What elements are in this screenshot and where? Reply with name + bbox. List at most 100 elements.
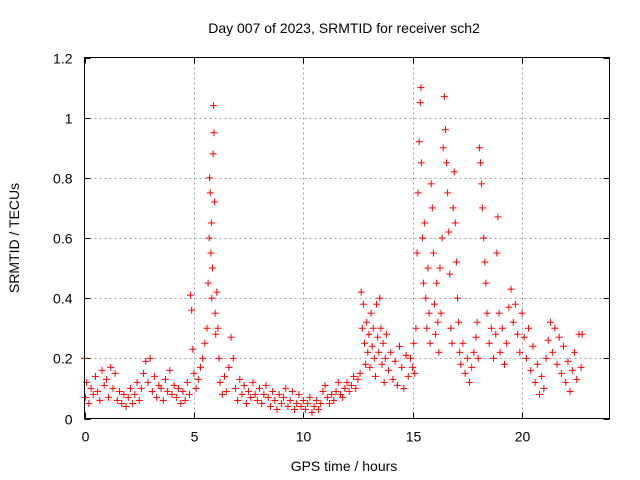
data-point	[424, 264, 432, 272]
data-point	[449, 204, 457, 212]
data-point	[277, 399, 285, 407]
data-point	[427, 180, 435, 188]
data-point	[493, 249, 501, 257]
data-point	[264, 393, 272, 401]
grid-layer	[84, 57, 610, 419]
data-point	[472, 333, 480, 341]
data-point	[273, 405, 281, 413]
data-point	[490, 354, 498, 362]
data-point	[498, 324, 506, 332]
data-point	[256, 384, 263, 392]
data-point	[299, 396, 307, 404]
data-point	[221, 372, 228, 380]
data-point	[207, 249, 215, 257]
data-point	[179, 387, 187, 395]
data-point	[177, 399, 185, 407]
data-point	[468, 363, 476, 371]
data-point	[297, 402, 305, 410]
data-point	[568, 366, 576, 374]
data-point	[364, 348, 372, 356]
data-point	[410, 339, 418, 347]
data-point	[421, 219, 429, 227]
data-point	[398, 363, 406, 371]
data-point	[164, 387, 172, 395]
data-point	[215, 354, 223, 362]
data-point	[452, 258, 460, 266]
data-point	[308, 408, 316, 416]
data-point	[328, 390, 336, 398]
data-point	[444, 189, 452, 197]
data-point	[231, 384, 239, 392]
data-point	[206, 174, 214, 182]
data-point	[474, 354, 482, 362]
data-point	[455, 318, 463, 326]
data-point	[418, 234, 426, 242]
data-point	[362, 360, 370, 368]
data-point	[118, 399, 126, 407]
data-point	[116, 387, 123, 395]
data-point	[190, 369, 198, 377]
data-point	[207, 219, 215, 227]
data-point	[371, 372, 379, 380]
data-point	[341, 384, 349, 392]
y-tick-label: 0	[65, 412, 73, 428]
x-tick-label: 15	[406, 429, 422, 445]
data-point	[391, 357, 399, 365]
data-point	[423, 324, 431, 332]
data-point	[94, 387, 102, 395]
data-point	[495, 309, 503, 317]
data-point	[533, 360, 541, 368]
data-point	[478, 180, 486, 188]
data-point	[275, 390, 283, 398]
data-point	[105, 393, 113, 401]
data-point	[208, 264, 216, 272]
data-point	[347, 381, 355, 389]
data-point	[350, 372, 358, 380]
data-point	[516, 348, 524, 356]
data-point	[505, 303, 513, 311]
data-point	[168, 390, 176, 398]
data-point	[457, 360, 465, 368]
data-point	[479, 204, 487, 212]
data-point	[546, 318, 554, 326]
data-point	[420, 279, 428, 287]
data-point	[494, 213, 502, 221]
data-point	[433, 279, 441, 287]
data-point	[396, 342, 403, 350]
data-point	[111, 369, 119, 377]
data-point	[404, 372, 412, 380]
data-point	[412, 324, 420, 332]
data-point	[206, 189, 214, 197]
data-point	[354, 375, 362, 383]
data-point	[284, 402, 292, 410]
data-point	[370, 354, 378, 362]
data-point	[286, 396, 294, 404]
data-point	[352, 384, 360, 392]
data-point	[475, 144, 483, 152]
data-point	[129, 399, 137, 407]
data-point	[481, 258, 489, 266]
data-point	[183, 378, 191, 386]
data-point	[377, 324, 385, 332]
data-point	[426, 339, 434, 347]
data-point	[373, 300, 381, 308]
data-point	[199, 354, 207, 362]
data-point	[356, 369, 364, 377]
data-point	[212, 330, 220, 338]
data-point	[159, 396, 167, 404]
data-point	[100, 381, 108, 389]
data-point	[555, 333, 563, 341]
data-point	[375, 348, 383, 356]
data-point	[211, 198, 219, 206]
data-point	[214, 324, 222, 332]
data-point	[438, 234, 446, 242]
data-point	[321, 381, 329, 389]
data-point	[503, 339, 511, 347]
data-point	[400, 384, 408, 392]
data-point	[363, 318, 371, 326]
data-point	[374, 333, 382, 341]
data-point	[269, 387, 277, 395]
data-point	[380, 378, 388, 386]
data-point	[271, 396, 279, 404]
data-point	[578, 330, 586, 338]
